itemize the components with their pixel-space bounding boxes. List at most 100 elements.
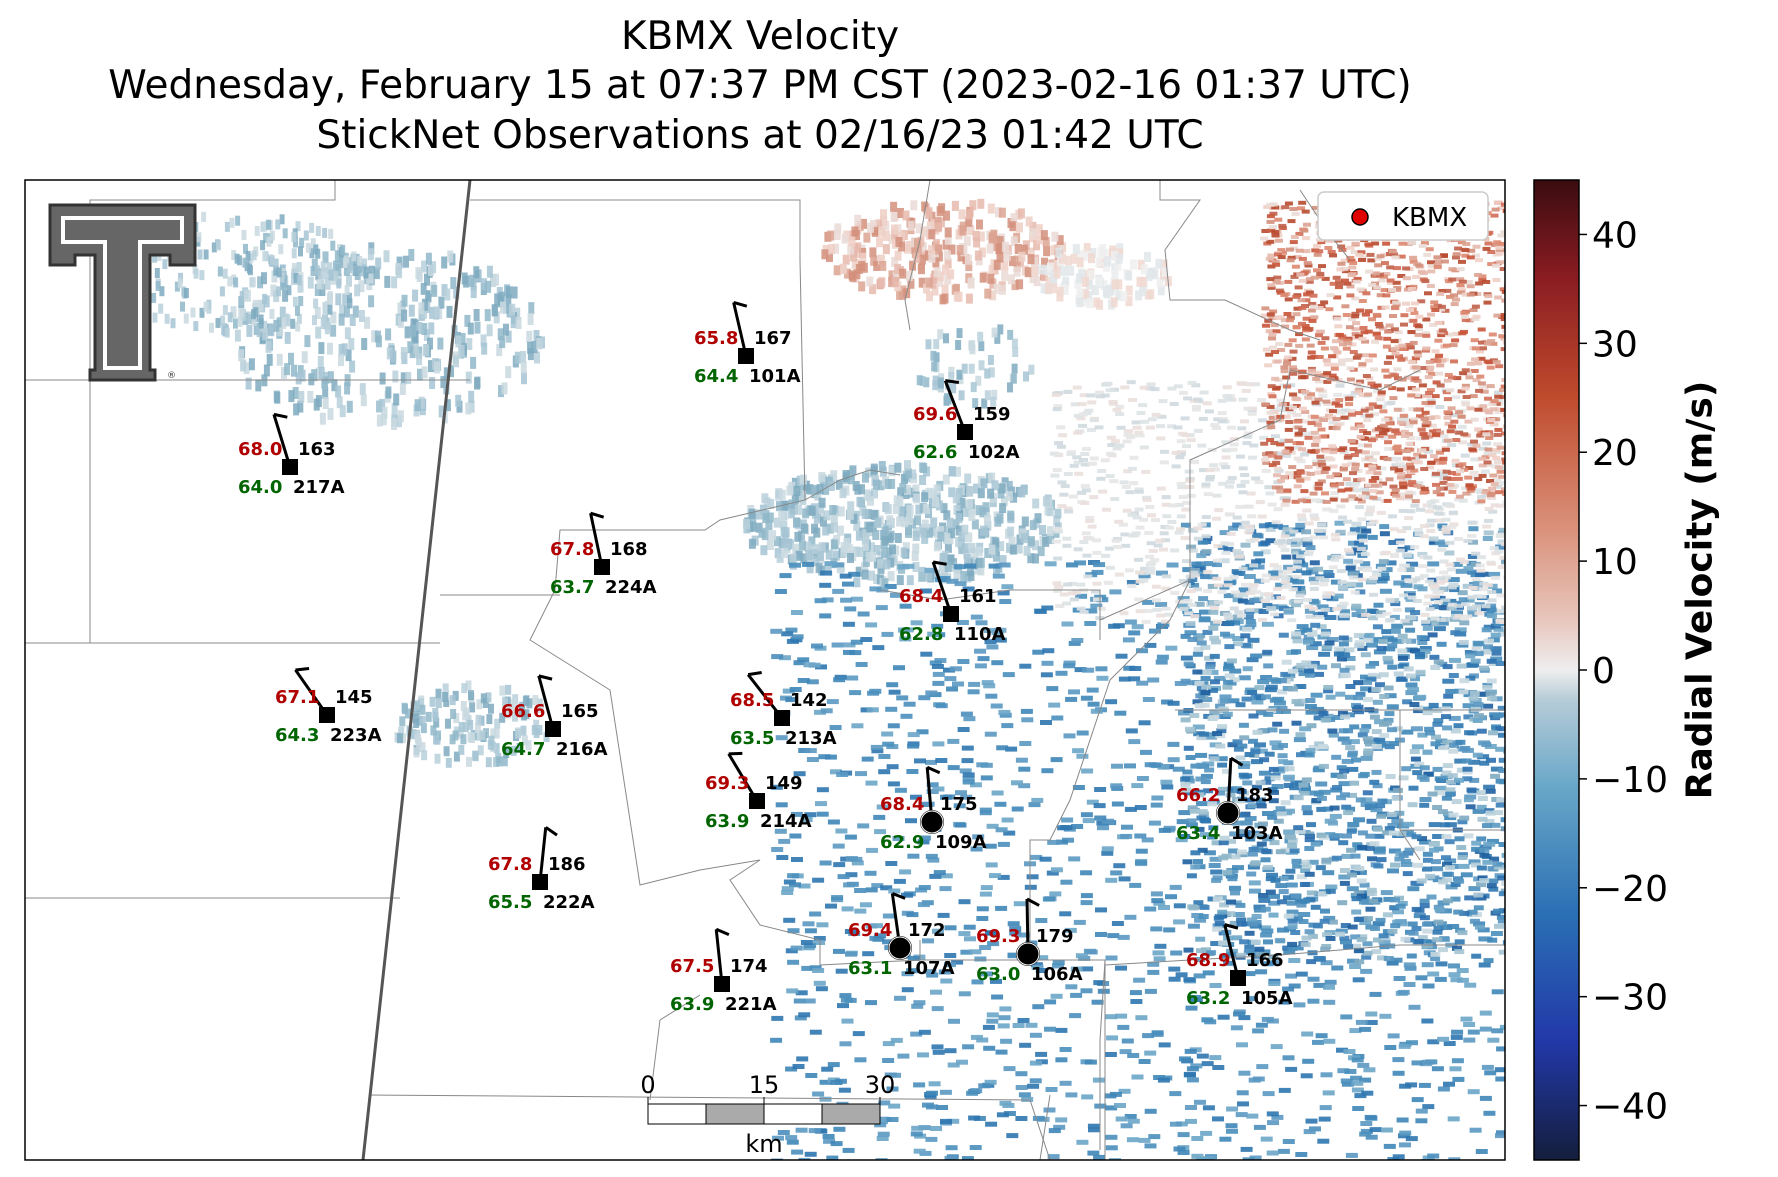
station-temperature: 66.2 <box>1176 785 1220 806</box>
station-id: 107A <box>903 958 955 979</box>
wind-barb-flag <box>932 560 947 566</box>
station-marker-square <box>319 707 335 723</box>
station-dewpoint: 63.4 <box>1176 823 1220 844</box>
station-temperature: 69.4 <box>848 920 892 941</box>
wind-barb-flag <box>1230 756 1244 767</box>
station-wind-direction: 149 <box>765 773 803 794</box>
scale-tick-30: 30 <box>865 1071 896 1099</box>
colorbar-tick-label: −30 <box>1592 978 1668 1019</box>
station-temperature: 66.6 <box>501 701 545 722</box>
station-dewpoint: 63.5 <box>730 728 774 749</box>
station-marker-square <box>957 424 973 440</box>
station-wind-direction: 166 <box>1246 950 1284 971</box>
station-marker-square <box>282 459 298 475</box>
colorbar-tick-label: −20 <box>1592 869 1668 910</box>
station-dewpoint: 63.0 <box>976 964 1020 985</box>
station-id: 105A <box>1241 988 1293 1009</box>
colorbar-tick-label: 10 <box>1592 542 1638 583</box>
station-dewpoint: 63.2 <box>1186 988 1230 1009</box>
station-id: 106A <box>1031 964 1083 985</box>
wind-barb-flag <box>538 674 553 681</box>
wind-barb-shaft <box>537 675 555 730</box>
station-wind-direction: 183 <box>1236 785 1274 806</box>
wind-barb-flag <box>926 765 941 775</box>
station-216A: 66.6 165 64.7 216A <box>501 674 608 760</box>
wind-barb-flag <box>728 751 743 756</box>
radar-velocity-echoes <box>100 198 1505 1160</box>
station-id: 103A <box>1231 823 1283 844</box>
station-102A: 69.6 159 62.6 102A <box>913 379 1020 463</box>
scale-tick-0: 0 <box>640 1071 655 1099</box>
texas-tech-logo: ® <box>48 203 197 382</box>
station-id: 109A <box>935 832 987 853</box>
station-temperature: 67.8 <box>550 539 594 560</box>
station-wind-direction: 168 <box>610 539 648 560</box>
station-id: 213A <box>785 728 837 749</box>
station-221A: 67.5 174 63.9 221A <box>670 927 777 1015</box>
title-line-3: StickNet Observations at 02/16/23 01:42 … <box>316 113 1204 158</box>
station-marker-square <box>749 793 765 809</box>
station-id: 214A <box>760 811 812 832</box>
station-id: 221A <box>725 994 777 1015</box>
station-dewpoint: 63.9 <box>670 994 714 1015</box>
station-dewpoint: 64.4 <box>694 366 738 387</box>
station-marker-ring <box>888 936 912 960</box>
colorbar-tick-label: 40 <box>1592 215 1638 256</box>
wind-barb-flag <box>273 412 288 419</box>
station-id: 222A <box>543 892 595 913</box>
station-dewpoint: 63.9 <box>705 811 749 832</box>
wind-barb-flag <box>590 511 605 519</box>
colorbar-label: Radial Velocity (m/s) <box>1679 380 1721 800</box>
station-101A: 65.8 167 64.4 101A <box>694 300 801 387</box>
station-marker-square <box>545 721 561 737</box>
state-boundary-line <box>361 180 472 1160</box>
wind-barb-shaft <box>931 561 953 615</box>
colorbar: 40 30 20 10 0 −10 −20 −30 −40 <box>1533 179 1668 1161</box>
station-106A: 69.3 179 63.0 106A <box>976 897 1083 985</box>
station-marker-ring <box>1216 801 1240 825</box>
station-224A: 67.8 168 63.7 224A <box>550 511 657 598</box>
wind-barb-shaft <box>714 929 724 985</box>
station-id: 102A <box>968 442 1020 463</box>
station-213A: 68.5 142 63.5 213A <box>730 670 837 749</box>
wind-barb-shaft <box>589 512 604 568</box>
colorbar-tick-label: −10 <box>1592 760 1668 801</box>
wind-barb-flag <box>733 300 748 308</box>
station-temperature: 68.4 <box>880 794 924 815</box>
scale-tick-15: 15 <box>749 1071 780 1099</box>
station-id: 110A <box>954 624 1006 645</box>
station-222A: 67.8 186 65.5 222A <box>488 826 595 913</box>
station-marker-square <box>738 348 754 364</box>
wind-barb-flag <box>747 670 762 677</box>
station-temperature: 68.9 <box>1186 950 1230 971</box>
station-dewpoint: 64.7 <box>501 739 545 760</box>
station-dewpoint: 64.3 <box>275 725 319 746</box>
station-103A: 66.2 183 63.4 103A <box>1176 756 1283 844</box>
station-id: 217A <box>293 477 345 498</box>
station-wind-direction: 145 <box>335 687 373 708</box>
station-dewpoint: 62.6 <box>913 442 957 463</box>
station-temperature: 68.4 <box>899 586 943 607</box>
station-id: 223A <box>330 725 382 746</box>
station-temperature: 69.6 <box>913 404 957 425</box>
wind-barb-flag <box>544 826 558 837</box>
station-wind-direction: 186 <box>548 854 586 875</box>
scale-bar: 0 15 30 km <box>640 1071 895 1158</box>
colorbar-tick-label: 30 <box>1592 324 1638 365</box>
wind-barb-flag <box>1224 923 1239 930</box>
station-temperature: 68.0 <box>238 439 282 460</box>
wind-barb-shaft <box>1223 924 1240 979</box>
station-217A: 68.0 163 64.0 217A <box>238 412 345 498</box>
station-dewpoint: 64.0 <box>238 477 282 498</box>
station-marker-square <box>594 559 610 575</box>
station-marker-ring <box>1016 942 1040 966</box>
wind-barb-flag <box>715 927 730 936</box>
title-line-1: KBMX Velocity <box>620 14 900 59</box>
station-id: 101A <box>749 366 801 387</box>
wind-barb-flag <box>945 379 960 385</box>
station-wind-direction: 174 <box>730 956 768 977</box>
sticknet-stations: 65.8 167 64.4 101A 69.6 159 62.6 102A 68.0 163 64.… <box>238 300 1293 1015</box>
station-marker-square <box>714 976 730 992</box>
wind-barb-flag <box>295 666 310 672</box>
